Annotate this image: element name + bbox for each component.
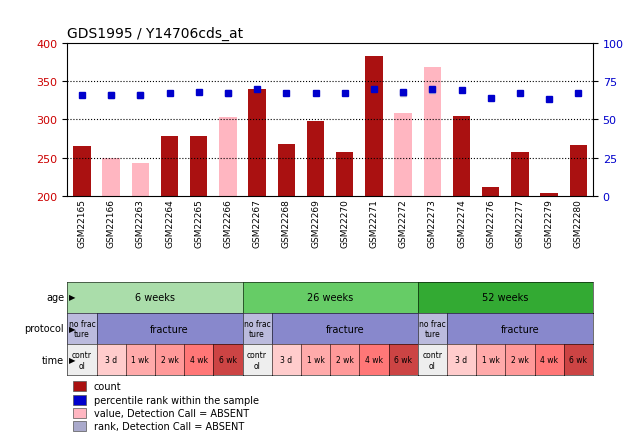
Bar: [190, 137, 208, 197]
Bar: [161, 137, 178, 197]
Bar: [336, 152, 353, 197]
Text: percentile rank within the sample: percentile rank within the sample: [94, 395, 258, 405]
Bar: [248, 89, 266, 197]
Text: 6 wk: 6 wk: [394, 355, 412, 365]
Text: time: time: [42, 355, 64, 365]
Text: contr
ol: contr ol: [422, 350, 442, 370]
Text: value, Detection Call = ABSENT: value, Detection Call = ABSENT: [94, 408, 249, 418]
Bar: [72, 381, 86, 391]
Bar: [307, 122, 324, 197]
Text: 6 wk: 6 wk: [569, 355, 587, 365]
Text: protocol: protocol: [24, 324, 64, 333]
Text: 1 wk: 1 wk: [131, 355, 149, 365]
Bar: [365, 56, 383, 197]
Bar: [72, 395, 86, 404]
Bar: [219, 118, 237, 197]
Text: no frac
ture: no frac ture: [419, 319, 445, 339]
Bar: [511, 152, 529, 197]
Text: 4 wk: 4 wk: [365, 355, 383, 365]
Bar: [131, 163, 149, 197]
Bar: [72, 408, 86, 418]
Bar: [570, 145, 587, 197]
Text: GDS1995 / Y14706cds_at: GDS1995 / Y14706cds_at: [67, 27, 244, 41]
Text: rank, Detection Call = ABSENT: rank, Detection Call = ABSENT: [94, 421, 244, 431]
Text: no frac
ture: no frac ture: [244, 319, 271, 339]
Bar: [103, 159, 120, 197]
Text: 4 wk: 4 wk: [540, 355, 558, 365]
Bar: [482, 188, 499, 197]
Text: count: count: [94, 381, 121, 391]
Bar: [72, 421, 86, 431]
Text: ▶: ▶: [69, 324, 75, 333]
Text: 6 wk: 6 wk: [219, 355, 237, 365]
Text: contr
ol: contr ol: [247, 350, 267, 370]
Text: 4 wk: 4 wk: [190, 355, 208, 365]
Text: 3 d: 3 d: [105, 355, 117, 365]
Bar: [453, 116, 470, 197]
Text: ▶: ▶: [69, 293, 75, 302]
Text: 2 wk: 2 wk: [511, 355, 529, 365]
Bar: [394, 114, 412, 197]
Text: 52 weeks: 52 weeks: [482, 293, 529, 302]
Text: 3 d: 3 d: [456, 355, 467, 365]
Bar: [424, 68, 441, 197]
Text: 1 wk: 1 wk: [482, 355, 499, 365]
Bar: [540, 194, 558, 197]
Text: 1 wk: 1 wk: [306, 355, 324, 365]
Text: fracture: fracture: [150, 324, 189, 334]
Bar: [278, 145, 295, 197]
Text: 3 d: 3 d: [280, 355, 292, 365]
Text: contr
ol: contr ol: [72, 350, 92, 370]
Text: ▶: ▶: [69, 355, 75, 364]
Bar: [73, 147, 90, 197]
Text: 2 wk: 2 wk: [161, 355, 178, 365]
Text: 2 wk: 2 wk: [336, 355, 354, 365]
Text: 6 weeks: 6 weeks: [135, 293, 175, 302]
Text: fracture: fracture: [501, 324, 539, 334]
Text: 26 weeks: 26 weeks: [307, 293, 353, 302]
Text: fracture: fracture: [326, 324, 364, 334]
Text: no frac
ture: no frac ture: [69, 319, 96, 339]
Text: age: age: [46, 293, 64, 302]
